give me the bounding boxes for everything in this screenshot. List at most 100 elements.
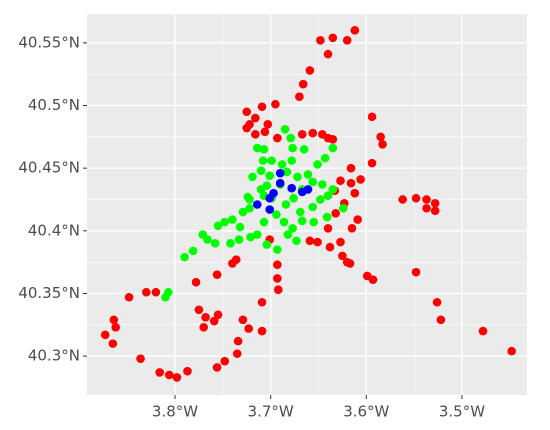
point bbox=[109, 315, 119, 325]
point bbox=[271, 99, 280, 109]
point bbox=[183, 366, 192, 376]
point bbox=[232, 349, 242, 358]
point bbox=[346, 178, 356, 188]
point bbox=[336, 176, 345, 185]
point bbox=[212, 363, 222, 372]
point bbox=[298, 79, 308, 89]
point bbox=[422, 203, 431, 213]
point bbox=[313, 160, 322, 169]
point bbox=[262, 240, 272, 249]
point bbox=[323, 191, 333, 201]
point bbox=[328, 33, 338, 43]
point bbox=[188, 246, 198, 256]
point bbox=[296, 207, 305, 217]
point bbox=[265, 205, 274, 214]
point bbox=[430, 198, 440, 208]
point bbox=[209, 316, 219, 326]
point bbox=[295, 92, 304, 102]
point bbox=[436, 315, 446, 325]
point bbox=[323, 224, 333, 233]
point bbox=[245, 195, 254, 204]
point bbox=[269, 188, 278, 198]
point bbox=[282, 167, 292, 177]
point bbox=[320, 153, 330, 163]
point bbox=[194, 305, 204, 315]
point bbox=[258, 156, 268, 165]
point bbox=[342, 36, 352, 45]
point bbox=[346, 163, 356, 173]
point bbox=[201, 312, 210, 322]
point bbox=[288, 143, 297, 153]
point bbox=[308, 177, 318, 187]
point bbox=[265, 171, 274, 180]
point bbox=[507, 346, 516, 356]
point bbox=[328, 143, 338, 153]
point bbox=[226, 239, 235, 248]
point bbox=[124, 292, 134, 302]
point bbox=[303, 170, 313, 179]
point bbox=[316, 195, 325, 204]
point bbox=[151, 287, 161, 297]
point bbox=[430, 206, 440, 216]
point bbox=[288, 224, 297, 233]
point bbox=[280, 125, 290, 134]
point bbox=[275, 178, 285, 188]
point bbox=[411, 267, 421, 277]
point bbox=[286, 133, 296, 143]
point bbox=[350, 188, 360, 198]
point bbox=[263, 119, 273, 129]
point bbox=[259, 145, 269, 154]
point bbox=[180, 252, 189, 262]
point bbox=[345, 259, 355, 268]
point bbox=[228, 259, 237, 268]
point bbox=[257, 326, 267, 336]
point bbox=[256, 166, 266, 175]
point bbox=[234, 235, 244, 244]
point bbox=[233, 336, 243, 346]
point bbox=[308, 202, 318, 212]
point bbox=[228, 215, 237, 224]
x-tick-label: 3.8°W bbox=[152, 403, 198, 421]
point bbox=[242, 123, 252, 133]
point bbox=[267, 156, 276, 165]
point bbox=[142, 287, 151, 297]
y-tick-label: 40.5°N bbox=[28, 96, 80, 114]
point bbox=[313, 237, 322, 247]
point bbox=[220, 356, 230, 366]
point bbox=[323, 49, 333, 59]
x-tick-label: 3.6°W bbox=[343, 403, 389, 421]
point bbox=[353, 215, 362, 224]
point bbox=[422, 195, 431, 204]
point bbox=[339, 203, 348, 213]
point bbox=[273, 133, 282, 143]
point bbox=[376, 132, 385, 142]
point bbox=[262, 181, 272, 191]
point bbox=[235, 222, 245, 232]
y-tick-label: 40.55°N bbox=[18, 33, 80, 51]
point bbox=[191, 277, 201, 287]
point bbox=[274, 285, 283, 295]
point bbox=[293, 172, 302, 182]
point bbox=[308, 128, 318, 138]
point bbox=[199, 323, 208, 332]
point bbox=[378, 140, 387, 149]
point bbox=[289, 193, 298, 203]
point bbox=[347, 224, 357, 233]
y-tick-label: 40.35°N bbox=[18, 284, 80, 302]
point bbox=[242, 107, 252, 117]
point bbox=[328, 135, 338, 144]
point bbox=[318, 180, 327, 189]
point bbox=[303, 185, 313, 194]
point bbox=[398, 195, 407, 204]
panel bbox=[87, 14, 527, 395]
y-tick-label: 40.4°N bbox=[28, 221, 80, 239]
point bbox=[100, 330, 110, 340]
point bbox=[368, 275, 378, 284]
point bbox=[367, 112, 377, 122]
point bbox=[350, 25, 360, 35]
point bbox=[309, 217, 318, 227]
y-tick-label: 40.3°N bbox=[28, 347, 80, 365]
point bbox=[283, 230, 293, 239]
point bbox=[322, 212, 332, 222]
